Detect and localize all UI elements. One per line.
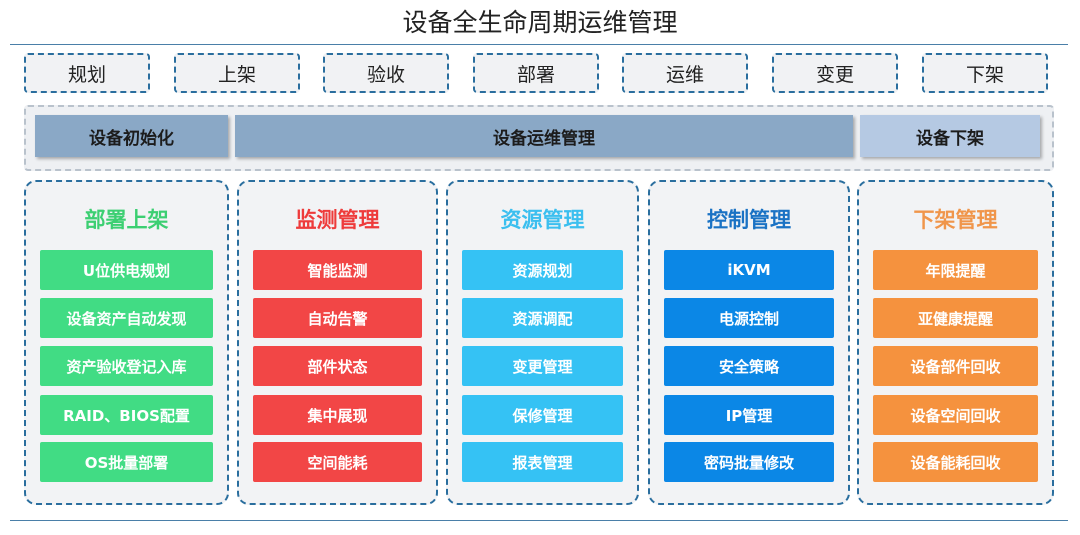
column-item: 资源规划	[462, 250, 623, 290]
column-item: 年限提醒	[873, 250, 1038, 290]
column-item: 资源调配	[462, 298, 623, 338]
column-item: 智能监测	[253, 250, 422, 290]
column-title: 部署上架	[84, 207, 169, 232]
column-monitoring: 监测管理智能监测自动告警部件状态集中展现空间能耗	[237, 180, 438, 505]
column-item: 变更管理	[462, 346, 623, 386]
column-item: 报表管理	[462, 442, 623, 482]
diagram-title: 设备全生命周期运维管理	[402, 8, 678, 37]
column-item: 亚健康提醒	[873, 298, 1038, 338]
column-item: RAID、BIOS配置	[40, 395, 213, 435]
column-item: 保修管理	[462, 395, 623, 435]
stage-operation: 设备运维管理	[235, 115, 853, 157]
phase-acceptance: 验收	[323, 53, 449, 93]
column-resource: 资源管理资源规划资源调配变更管理保修管理报表管理	[446, 180, 639, 505]
bottom-divider	[10, 520, 1068, 521]
phase-operation: 运维	[622, 53, 748, 93]
phase-deployment: 部署	[473, 53, 599, 93]
column-title: 资源管理	[500, 207, 585, 232]
column-item: 电源控制	[664, 298, 834, 338]
column-item: iKVM	[664, 250, 834, 290]
stage-decommission: 设备下架	[860, 115, 1040, 157]
column-decommission: 下架管理年限提醒亚健康提醒设备部件回收 设备空间回收 设备能耗回收	[857, 180, 1054, 505]
column-deploy-racking: 部署上架 U位供电规划 设备资产自动发现 资产验收登记入库 RAID、BIOS配置 OS批…	[24, 180, 229, 505]
phase-planning: 规划	[24, 53, 150, 93]
column-item: 设备能耗回收	[873, 442, 1038, 482]
column-item: 集中展现	[253, 395, 422, 435]
top-divider	[10, 44, 1068, 45]
column-item: 设备资产自动发现	[40, 298, 213, 338]
column-title: 控制管理	[707, 207, 791, 232]
column-title: 下架管理	[913, 207, 998, 232]
column-item: 设备部件回收	[873, 346, 1038, 386]
column-item: 空间能耗	[253, 442, 422, 482]
column-item: 部件状态	[253, 346, 422, 386]
column-item: 资产验收登记入库	[40, 346, 213, 386]
column-item: 密码批量修改	[664, 442, 834, 482]
phase-change: 变更	[772, 53, 898, 93]
column-item: IP管理	[664, 395, 834, 435]
column-item: 自动告警	[253, 298, 422, 338]
phase-racking: 上架	[174, 53, 300, 93]
column-item: U位供电规划	[40, 250, 213, 290]
phase-decommission: 下架	[922, 53, 1048, 93]
column-title: 监测管理	[295, 207, 380, 232]
stage-init: 设备初始化	[35, 115, 228, 157]
column-item: 设备空间回收	[873, 395, 1038, 435]
column-item: OS批量部署	[40, 442, 213, 482]
column-control: 控制管理 iKVM 电源控制安全策略 IP管理密码批量修改	[648, 180, 850, 505]
column-item: 安全策略	[664, 346, 834, 386]
